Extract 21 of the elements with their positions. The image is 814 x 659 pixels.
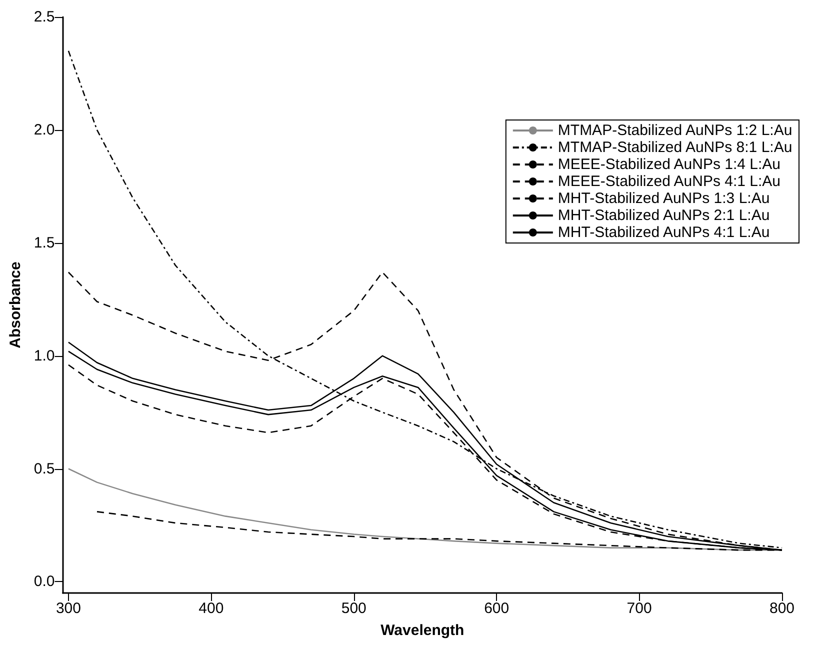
x-tick-label: 400 bbox=[198, 600, 224, 617]
x-tick-label: 700 bbox=[626, 600, 652, 617]
x-tick-label: 300 bbox=[56, 600, 81, 617]
legend-label: MHT-Stabilized AuNPs 2:1 L:Au bbox=[558, 207, 770, 224]
legend-label: MTMAP-Stabilized AuNPs 1:2 L:Au bbox=[558, 122, 792, 139]
y-tick-label: 2.0 bbox=[34, 121, 55, 138]
y-axis-title: Absorbance bbox=[7, 262, 24, 348]
legend-label: MEEE-Stabilized AuNPs 4:1 L:Au bbox=[558, 173, 781, 190]
y-tick-label: 1.5 bbox=[34, 234, 55, 252]
x-axis-title: Wavelength bbox=[380, 622, 464, 639]
y-tick-label: 0.0 bbox=[34, 573, 55, 590]
legend-label: MHT-Stabilized AuNPs 4:1 L:Au bbox=[558, 224, 770, 241]
y-tick-label: 0.5 bbox=[34, 460, 55, 478]
y-tick-label: 1.0 bbox=[34, 347, 55, 364]
legend-label: MTMAP-Stabilized AuNPs 8:1 L:Au bbox=[558, 139, 792, 156]
x-tick-label: 500 bbox=[341, 600, 366, 617]
y-tick-label: 2.5 bbox=[34, 8, 55, 26]
legend-label: MEEE-Stabilized AuNPs 1:4 L:Au bbox=[558, 156, 781, 173]
legend-label: MHT-Stabilized AuNPs 1:3 L:Au bbox=[558, 190, 770, 207]
x-tick-label: 800 bbox=[769, 600, 795, 617]
x-tick-label: 600 bbox=[484, 600, 510, 617]
